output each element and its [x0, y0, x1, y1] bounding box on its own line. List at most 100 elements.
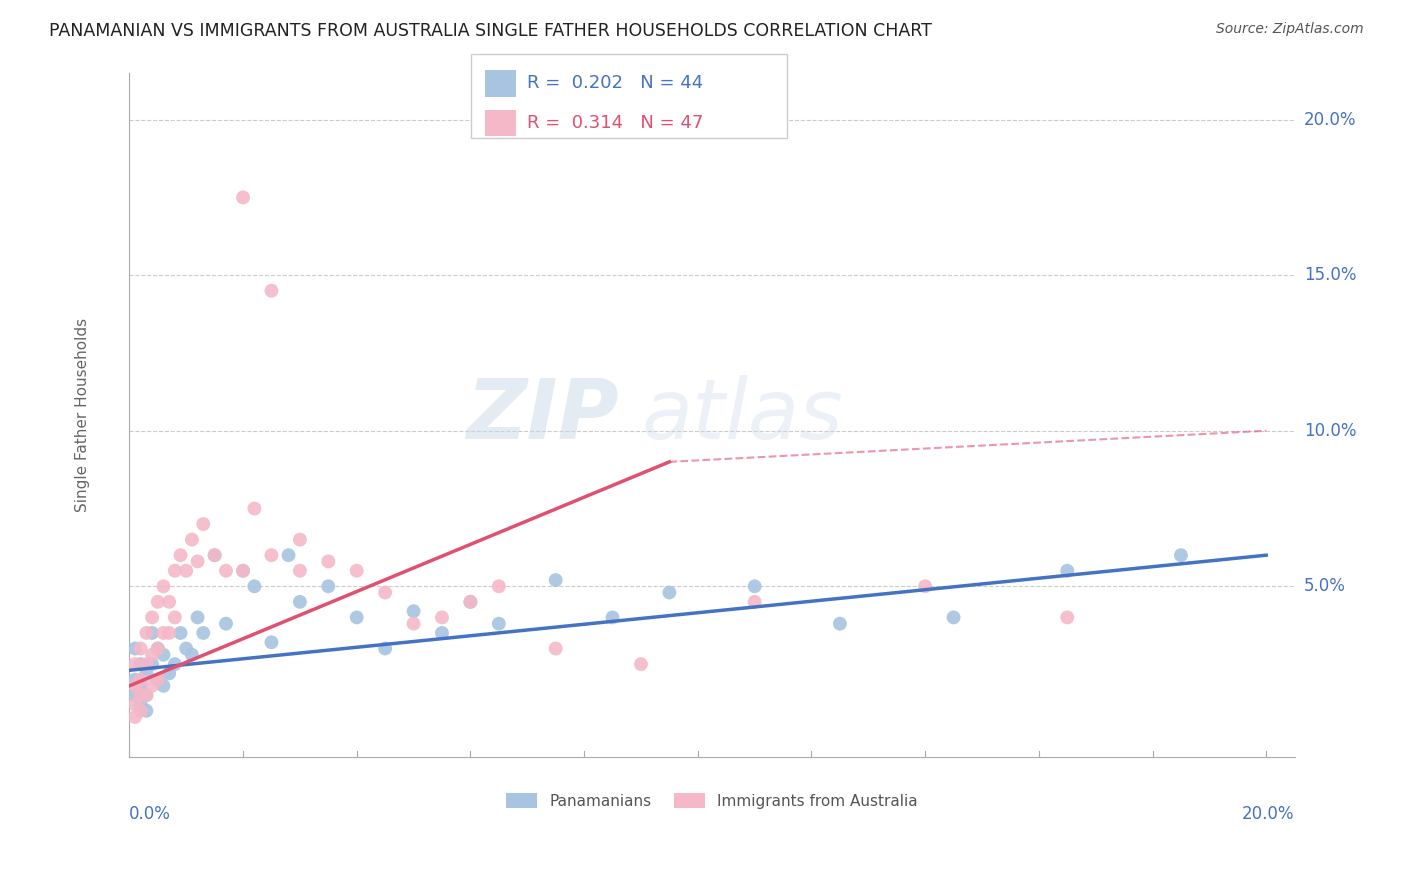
Point [124, 641, 146, 656]
Point [124, 673, 146, 687]
Point [124, 698, 146, 712]
Text: 20.0%: 20.0% [1303, 111, 1357, 128]
Point [157, 626, 180, 640]
Point [488, 579, 510, 593]
Point [544, 641, 567, 656]
Point [163, 564, 186, 578]
Point [124, 657, 146, 671]
Point [124, 679, 146, 693]
Point [174, 564, 197, 578]
Point [157, 666, 180, 681]
Point [374, 641, 396, 656]
Point [630, 657, 652, 671]
Point [146, 673, 169, 687]
Point [146, 673, 169, 687]
Point [942, 610, 965, 624]
Point [180, 648, 202, 662]
Point [163, 610, 186, 624]
Point [135, 666, 157, 681]
Point [602, 610, 624, 624]
Point [318, 579, 340, 593]
Point [402, 616, 425, 631]
Point [129, 641, 152, 656]
Point [1170, 548, 1192, 562]
Point [141, 648, 163, 662]
Point [146, 595, 169, 609]
Text: Single Father Households: Single Father Households [76, 318, 90, 512]
Point [744, 579, 766, 593]
Point [174, 641, 197, 656]
Point [260, 635, 283, 649]
Text: atlas: atlas [643, 375, 844, 456]
Point [1056, 564, 1078, 578]
Point [277, 548, 299, 562]
Point [187, 554, 209, 568]
Text: 5.0%: 5.0% [1303, 577, 1346, 595]
Point [260, 548, 283, 562]
Point [169, 548, 191, 562]
Point [232, 190, 254, 204]
Point [129, 657, 152, 671]
Text: 15.0%: 15.0% [1303, 266, 1357, 285]
Point [135, 688, 157, 702]
Point [828, 616, 851, 631]
Point [135, 704, 157, 718]
Text: R =  0.314   N = 47: R = 0.314 N = 47 [527, 114, 703, 132]
Point [157, 595, 180, 609]
Point [260, 284, 283, 298]
Point [187, 610, 209, 624]
Point [204, 548, 226, 562]
Point [658, 585, 681, 599]
Point [135, 657, 157, 671]
Point [744, 595, 766, 609]
Point [180, 533, 202, 547]
Point [146, 641, 169, 656]
Point [135, 688, 157, 702]
Point [141, 626, 163, 640]
Point [288, 533, 311, 547]
Point [146, 641, 169, 656]
Point [374, 585, 396, 599]
Point [124, 710, 146, 724]
Point [430, 626, 453, 640]
Point [243, 501, 266, 516]
Point [232, 564, 254, 578]
Point [215, 564, 238, 578]
Point [288, 564, 311, 578]
Point [346, 564, 368, 578]
Point [193, 517, 215, 532]
Point [129, 688, 152, 702]
Point [141, 679, 163, 693]
Point [129, 679, 152, 693]
Point [914, 579, 936, 593]
Point [163, 657, 186, 671]
Point [215, 616, 238, 631]
Point [243, 579, 266, 593]
Point [346, 610, 368, 624]
Point [141, 657, 163, 671]
Text: R =  0.202   N = 44: R = 0.202 N = 44 [527, 74, 703, 92]
Point [152, 679, 174, 693]
Point [288, 595, 311, 609]
Point [193, 626, 215, 640]
Point [124, 688, 146, 702]
Point [152, 579, 174, 593]
Point [460, 595, 482, 609]
Point [1056, 610, 1078, 624]
Point [460, 595, 482, 609]
Legend: Panamanians, Immigrants from Australia: Panamanians, Immigrants from Australia [501, 787, 924, 814]
Point [135, 626, 157, 640]
Point [129, 698, 152, 712]
Point [204, 548, 226, 562]
Point [318, 554, 340, 568]
Point [152, 648, 174, 662]
Point [488, 616, 510, 631]
Text: 10.0%: 10.0% [1303, 422, 1357, 440]
Text: PANAMANIAN VS IMMIGRANTS FROM AUSTRALIA SINGLE FATHER HOUSEHOLDS CORRELATION CHA: PANAMANIAN VS IMMIGRANTS FROM AUSTRALIA … [49, 22, 932, 40]
Point [141, 610, 163, 624]
Point [129, 673, 152, 687]
Text: 0.0%: 0.0% [129, 805, 172, 823]
Text: ZIP: ZIP [467, 375, 619, 456]
Text: 20.0%: 20.0% [1241, 805, 1295, 823]
Point [402, 604, 425, 618]
